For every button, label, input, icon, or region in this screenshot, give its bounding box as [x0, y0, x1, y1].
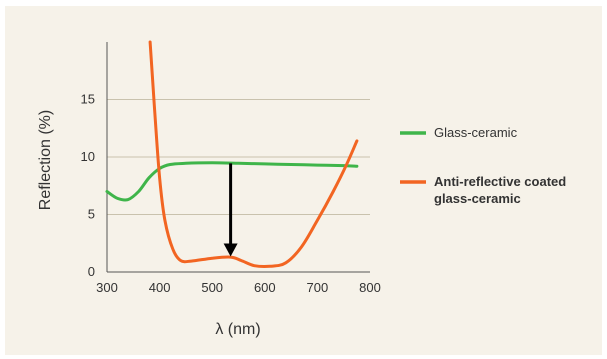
legend-label-anti-reflective-line2: glass-ceramic: [434, 191, 521, 206]
x-tick-600: 600: [254, 280, 276, 295]
x-tick-800: 800: [359, 280, 381, 295]
y-tick-10: 10: [81, 149, 95, 164]
series-lines: [105, 40, 359, 269]
x-ticks: 300 400 500 600 700 800: [96, 280, 381, 295]
annotation: [223, 163, 238, 257]
legend-label-glass-ceramic: Glass-ceramic: [434, 125, 518, 140]
series-line-glass-ceramic: [105, 161, 359, 202]
y-axis-label: Reflection (%): [37, 110, 54, 210]
x-tick-700: 700: [307, 280, 329, 295]
y-tick-15: 15: [81, 92, 95, 107]
chart-panel: 300 400 500 600 700 800 0 5 10 15 Reflection (%)…: [5, 6, 602, 355]
legend-label-anti-reflective: Anti-reflective coated glass-ceramic: [434, 174, 570, 206]
x-axis-label: λ (nm): [215, 321, 260, 338]
x-tick-300: 300: [96, 280, 118, 295]
reflection-chart: 300 400 500 600 700 800 0 5 10 15 Reflection (%)…: [37, 40, 570, 338]
axes: [106, 42, 370, 273]
x-tick-400: 400: [149, 280, 171, 295]
y-tick-5: 5: [88, 207, 95, 222]
legend-label-anti-reflective-line1: Anti-reflective coated: [434, 174, 566, 189]
y-ticks: 0 5 10 15: [81, 92, 95, 280]
grid: [107, 99, 370, 215]
series-line-anti-reflective: [148, 40, 359, 269]
y-tick-0: 0: [88, 264, 95, 279]
arrow-head: [223, 243, 238, 257]
legend: Glass-ceramic Anti-reflective coated gla…: [400, 125, 570, 206]
x-tick-500: 500: [201, 280, 223, 295]
